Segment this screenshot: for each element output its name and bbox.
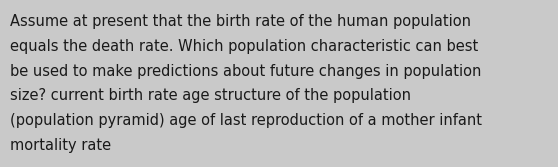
Text: equals the death rate. Which population characteristic can best: equals the death rate. Which population … — [10, 39, 478, 54]
Text: Assume at present that the birth rate of the human population: Assume at present that the birth rate of… — [10, 14, 471, 29]
Text: (population pyramid) age of last reproduction of a mother infant: (population pyramid) age of last reprodu… — [10, 113, 482, 128]
Text: mortality rate: mortality rate — [10, 138, 111, 153]
Text: size? current birth rate age structure of the population: size? current birth rate age structure o… — [10, 88, 411, 103]
Text: be used to make predictions about future changes in population: be used to make predictions about future… — [10, 64, 482, 79]
